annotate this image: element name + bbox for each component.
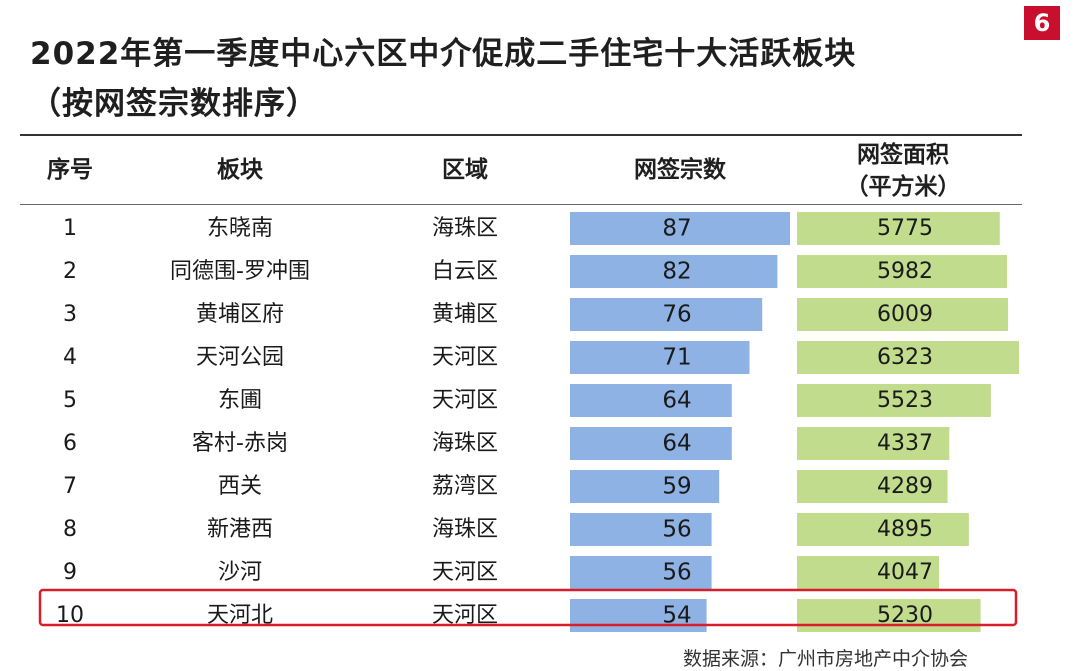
header-district: 区域 <box>442 157 488 183</box>
district-cell: 海珠区 <box>432 517 498 542</box>
count-value-label: 82 <box>662 259 691 285</box>
area-value-label: 6323 <box>877 345 933 370</box>
block-cell: 新港西 <box>207 517 273 542</box>
area-bar <box>797 556 940 589</box>
rank-cell: 6 <box>63 431 77 456</box>
area-value-label: 5523 <box>877 388 933 413</box>
count-bar <box>570 599 707 632</box>
area-bar <box>797 255 1007 288</box>
rank-cell: 1 <box>63 216 77 241</box>
rank-cell: 8 <box>63 517 77 542</box>
district-cell: 荔湾区 <box>432 474 498 499</box>
count-bar <box>570 556 712 589</box>
area-bar <box>797 298 1008 331</box>
block-cell: 东圃 <box>218 388 262 413</box>
count-bar <box>570 298 763 331</box>
block-cell: 黄埔区府 <box>196 302 284 327</box>
area-bar <box>797 470 948 503</box>
rank-cell: 7 <box>63 474 77 499</box>
header-count: 网签宗数 <box>634 157 726 183</box>
count-value-label: 87 <box>662 216 691 242</box>
area-bar <box>797 599 981 632</box>
district-cell: 白云区 <box>432 259 498 284</box>
count-bar <box>570 513 712 546</box>
header-area-line1: 网签面积 <box>857 142 949 168</box>
rank-cell: 9 <box>63 560 77 585</box>
count-bar <box>570 341 750 374</box>
header-block: 板块 <box>217 157 263 183</box>
highlight-row-box <box>38 588 1018 627</box>
page-number-badge: 6 <box>1024 6 1060 40</box>
area-bar <box>797 513 969 546</box>
count-value-label: 56 <box>662 517 691 543</box>
header-rank: 序号 <box>47 157 93 183</box>
header-area-line2: （平方米） <box>845 174 961 200</box>
block-cell: 同德围-罗冲围 <box>170 259 310 284</box>
count-bar <box>570 212 790 245</box>
area-value-label: 5982 <box>877 259 933 284</box>
source-note: 数据来源：广州市房地产中介协会 <box>683 648 969 670</box>
block-cell: 沙河 <box>218 560 262 585</box>
chart-title: 2022年第一季度中心六区中介促成二手住宅十大活跃板块 <box>30 36 857 72</box>
area-value-label: 4289 <box>877 474 933 499</box>
rank-cell: 2 <box>63 259 77 284</box>
count-value-label: 64 <box>662 388 691 414</box>
count-value-label: 76 <box>662 302 691 328</box>
district-cell: 天河区 <box>432 345 498 370</box>
block-cell: 东晓南 <box>207 216 273 241</box>
rank-cell: 4 <box>63 345 77 370</box>
area-value-label: 6009 <box>877 302 933 327</box>
table-top-rule <box>20 134 1022 136</box>
block-cell: 客村-赤岗 <box>192 431 288 456</box>
area-bar <box>797 384 991 417</box>
count-bar <box>570 255 778 288</box>
district-cell: 海珠区 <box>432 216 498 241</box>
count-value-label: 59 <box>662 474 691 500</box>
chart-subtitle: （按网签宗数排序） <box>30 86 318 122</box>
area-value-label: 5775 <box>877 216 933 241</box>
count-value-label: 64 <box>662 431 691 457</box>
area-bar <box>797 341 1019 374</box>
count-bar <box>570 470 720 503</box>
area-value-label: 4047 <box>877 560 933 585</box>
rank-cell: 5 <box>63 388 77 413</box>
count-bar <box>570 384 732 417</box>
table-header-rule <box>20 204 1022 205</box>
district-cell: 天河区 <box>432 560 498 585</box>
district-cell: 海珠区 <box>432 431 498 456</box>
block-cell: 西关 <box>218 474 262 499</box>
count-bar <box>570 427 732 460</box>
district-cell: 天河区 <box>432 388 498 413</box>
rank-cell: 3 <box>63 302 77 327</box>
area-value-label: 4337 <box>877 431 933 456</box>
count-value-label: 56 <box>662 560 691 586</box>
count-value-label: 71 <box>662 345 691 371</box>
block-cell: 天河公园 <box>196 345 284 370</box>
district-cell: 黄埔区 <box>432 302 498 327</box>
area-bar <box>797 427 950 460</box>
area-bar <box>797 212 1000 245</box>
area-value-label: 4895 <box>877 517 933 542</box>
